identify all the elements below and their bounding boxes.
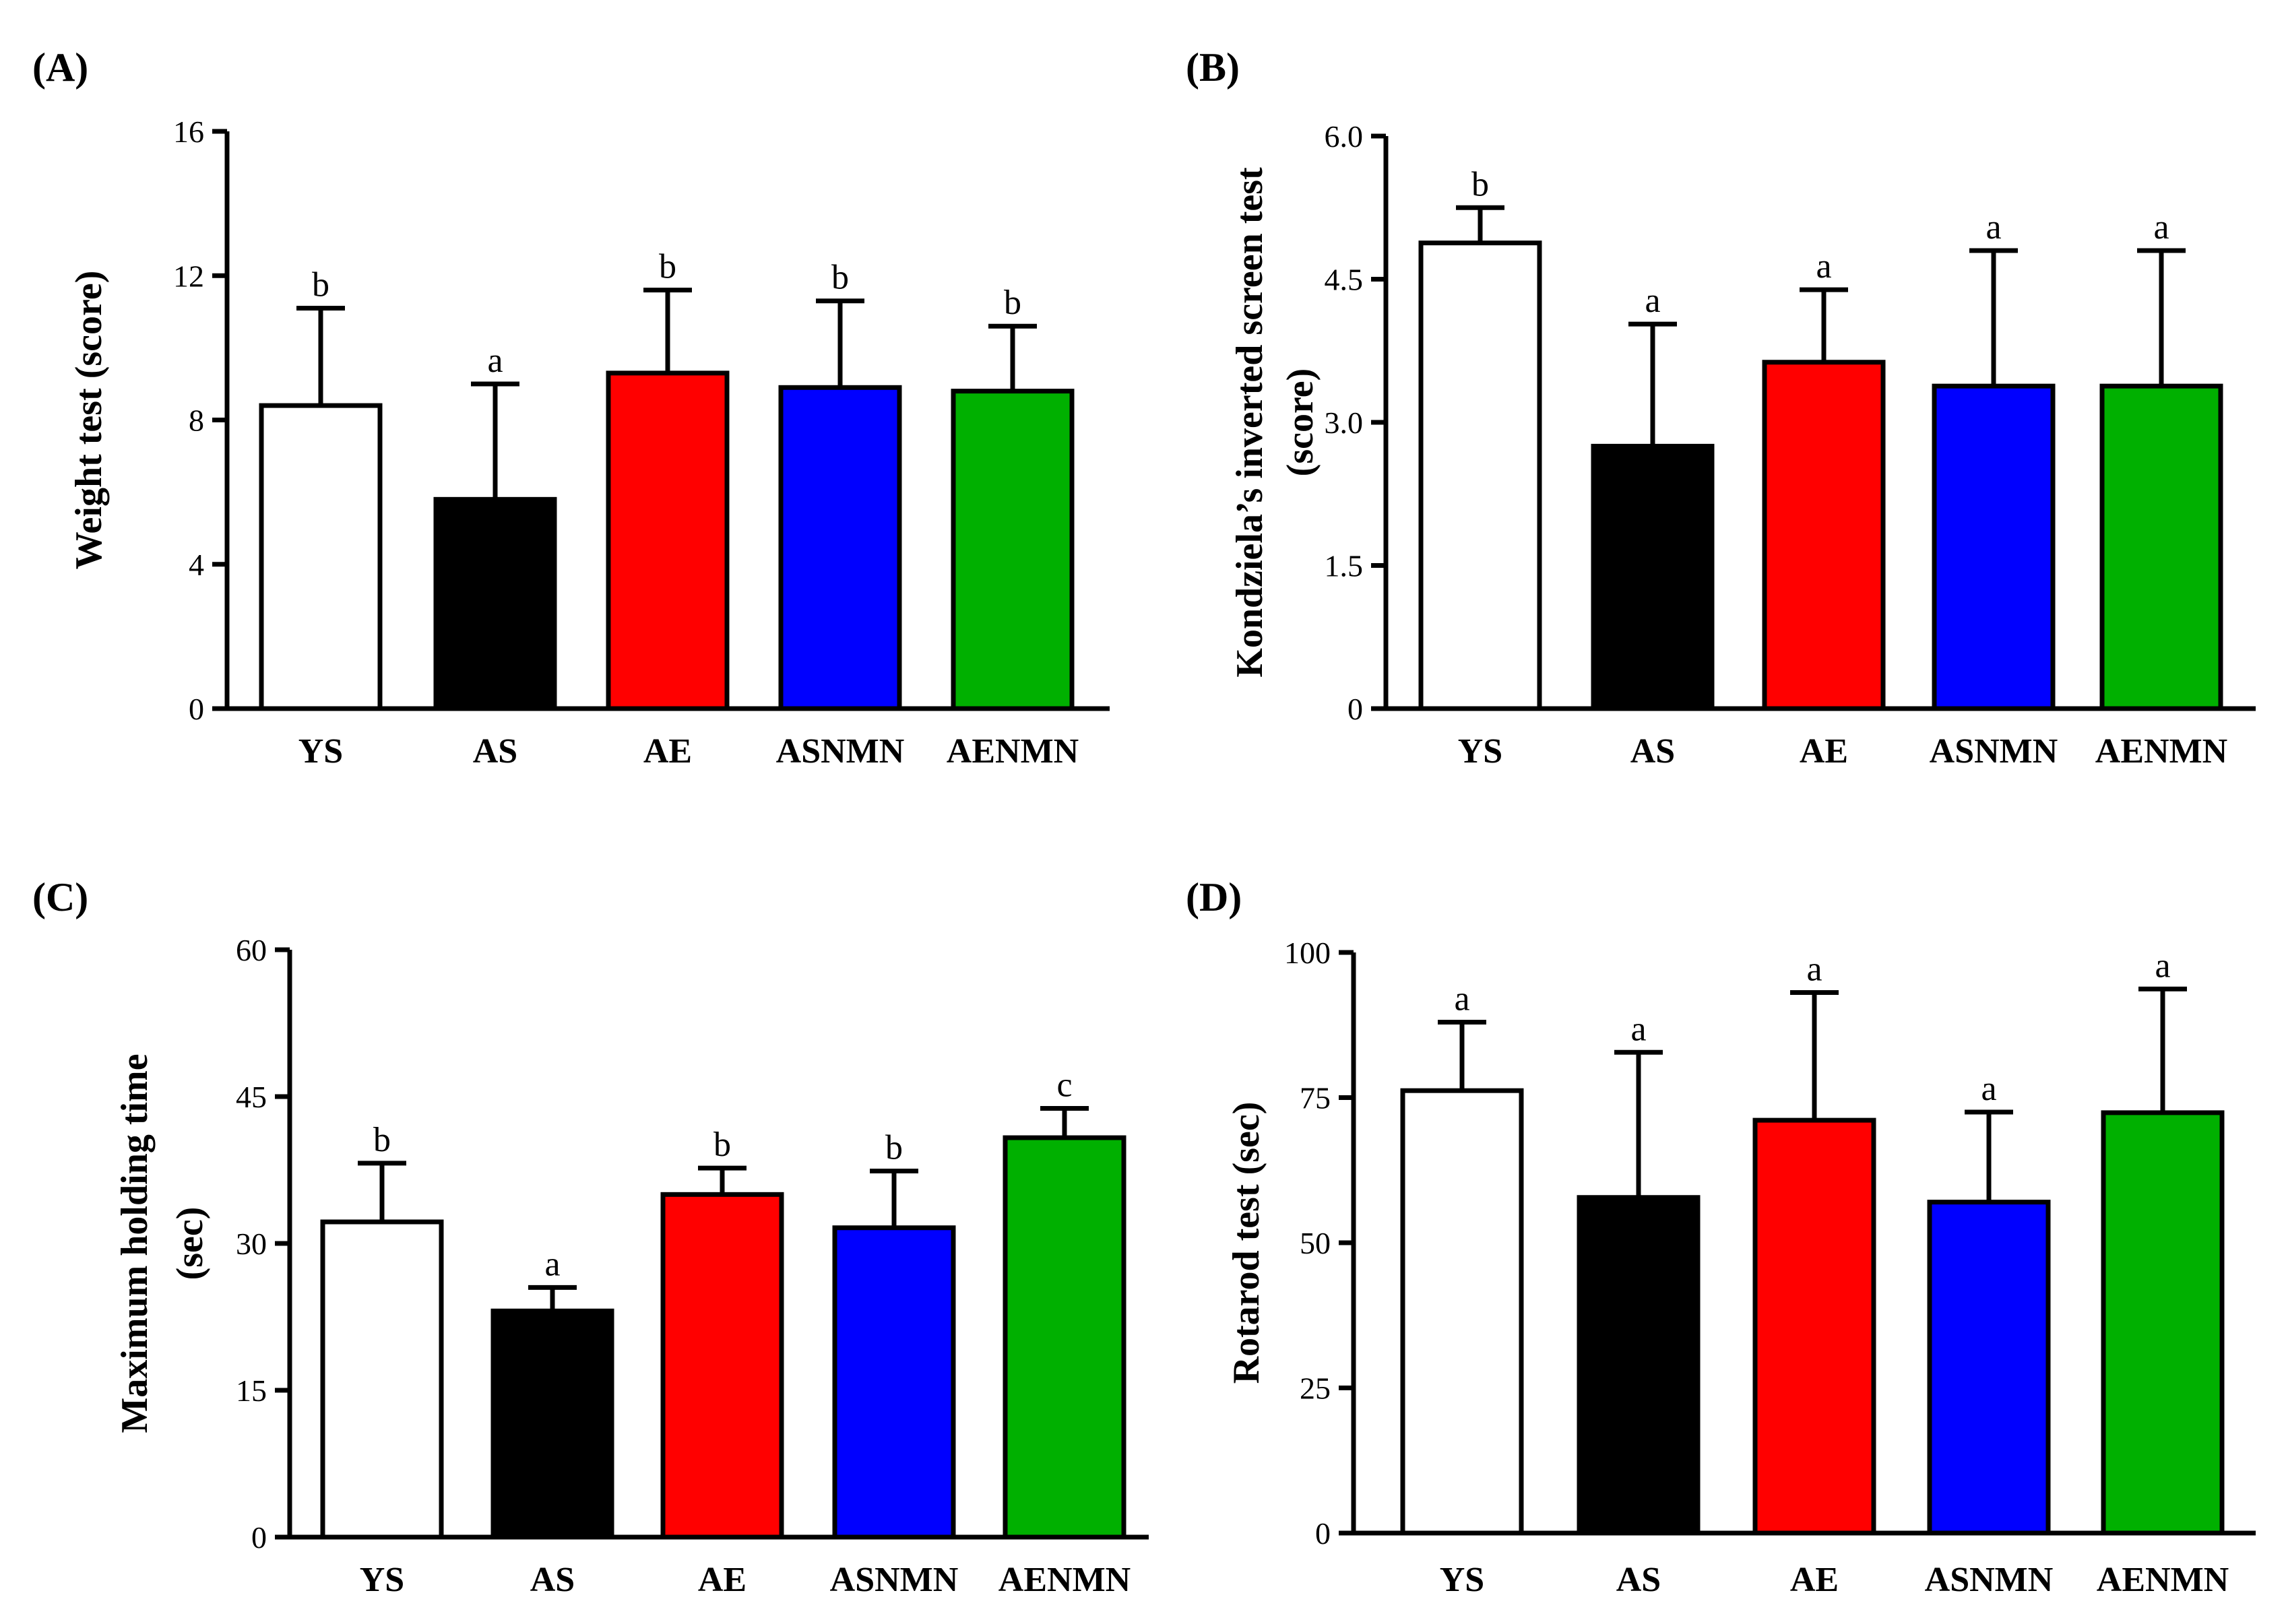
panel-d-bar-asnmn [1927,1200,2051,1536]
panel-d-y-tick-label: 50 [1300,1226,1331,1260]
panel-c-category-label: AS [530,1561,575,1599]
panel-a-category-label: AENMN [947,732,1079,771]
panel-c-bar-ae [660,1192,784,1540]
panel-a-y-tick-label: 4 [189,548,204,582]
panel-a-category-label: AE [643,732,692,771]
panel-a-bar-ys [259,403,383,711]
panel-d-y-tick-label: 0 [1315,1516,1331,1551]
panel-b-category-label: AS [1630,732,1675,771]
panel-d-bar-as [1577,1195,1701,1536]
panel-a-bar-asnmn [778,385,902,711]
panel-d-label: (D) [1186,875,1242,919]
panel-d-category-label: AENMN [2097,1561,2229,1599]
panel-a-category-label: YS [298,732,343,771]
panel-c-significance-label: c [1056,1066,1072,1104]
panel-c-significance-label: b [885,1128,903,1167]
panel-c-y-tick-label: 0 [251,1520,267,1555]
panel-a-label: (A) [32,45,88,90]
panel-c-bar-aenmn [1003,1135,1126,1540]
panel-c-y-tick-label: 60 [236,933,267,967]
panel-b-significance-label: b [1471,165,1489,203]
panel-a-bar-as [433,496,557,711]
panel-d-category-label: AE [1790,1561,1839,1599]
panel-c-bar-ys [320,1219,444,1540]
panel-b-label: (B) [1186,45,1240,90]
panel-b-bar-as [1591,443,1715,711]
panel-a-significance-label: b [831,259,849,297]
panel-a-category-label: ASNMN [776,732,905,771]
panel-c-category-label: AE [698,1561,747,1599]
panel-b: (B) 0 1.5 3.0 4.5 6.0 Kondziela’s inverted sc… [1186,45,2256,771]
panel-d-y-tick-label: 100 [1284,936,1331,970]
panel-c-y-tick-label: 45 [236,1080,267,1114]
panel-d-category-label: YS [1440,1561,1484,1599]
panel-a-significance-label: b [659,248,676,286]
panel-a-bar-aenmn [951,389,1075,711]
panel-c: (C) 0 15 30 45 60 Maximum holding time (sec) b Y… [32,875,1149,1599]
panel-b-bar-ae [1762,360,1886,711]
panel-c-significance-label: b [713,1126,731,1164]
panel-d-category-label: ASNMN [1925,1561,2054,1599]
panel-d-bar-aenmn [2101,1110,2225,1536]
panel-a-significance-label: a [487,342,503,380]
panel-a-y-axis-label: Weight test (score) [68,271,110,570]
panel-d-significance-label: a [1806,950,1822,988]
panel-d-y-tick-label: 75 [1300,1081,1331,1115]
panel-b-significance-label: a [1645,282,1660,320]
panel-a-y-tick-label: 16 [173,115,204,149]
panel-b-y-tick-label: 0 [1347,692,1363,726]
panel-a-significance-label: b [312,265,329,304]
panel-c-bar-as [490,1308,614,1540]
panel-d-y-axis-label: Rotarod test (sec) [1226,1102,1267,1384]
panel-b-significance-label: a [2153,208,2169,247]
panel-b-y-axis-label: Kondziela’s inverted screen test [1229,167,1271,678]
panel-b-y-axis-label: (score) [1279,368,1321,477]
panel-d-significance-label: a [2155,946,2170,985]
panel-a-significance-label: b [1004,284,1021,322]
panel-b-category-label: AE [1800,732,1848,771]
panel-c-category-label: AENMN [998,1561,1131,1599]
panel-b-category-label: ASNMN [1930,732,2058,771]
panel-d-significance-label: a [1630,1010,1646,1048]
panel-c-category-label: YS [360,1561,404,1599]
panel-d-significance-label: a [1981,1070,1996,1108]
panel-b-bar-ys [1418,240,1542,711]
panel-b-category-label: YS [1458,732,1502,771]
panel-a-y-tick-label: 12 [173,259,204,293]
panel-b-y-tick-label: 4.5 [1325,263,1364,297]
panel-d-y-tick-label: 25 [1300,1371,1331,1406]
panel-a: (A) 0 4 8 12 16 Weight test (score) b YS a AS b AE b… [32,45,1110,771]
panel-c-significance-label: a [544,1245,560,1283]
panel-b-y-tick-label: 3.0 [1325,405,1364,440]
panel-a-bar-ae [606,370,730,711]
panel-c-category-label: ASNMN [830,1561,959,1599]
panel-c-y-tick-label: 30 [236,1227,267,1261]
panel-d-significance-label: a [1454,979,1469,1018]
panel-c-y-axis-label: (sec) [169,1207,211,1280]
panel-b-y-tick-label: 6.0 [1325,119,1364,154]
panel-c-label: (C) [32,875,88,919]
panel-a-y-tick-label: 8 [189,403,204,438]
panel-d-bar-ae [1752,1117,1876,1536]
panel-a-y-tick-label: 0 [189,692,204,726]
panel-d-category-label: AS [1616,1561,1661,1599]
panel-b-y-tick-label: 1.5 [1325,549,1364,583]
panel-a-category-label: AS [473,732,517,771]
panel-d: (D) 0 25 50 75 100 Rotarod test (sec) a YS a AS a A… [1186,875,2256,1599]
panel-d-bar-ys [1400,1088,1524,1536]
panel-b-significance-label: a [1986,208,2001,247]
panel-b-significance-label: a [1816,247,1831,286]
panel-c-y-tick-label: 15 [236,1373,267,1408]
panel-b-bar-asnmn [1932,383,2056,711]
panel-b-bar-aenmn [2099,383,2223,711]
panel-c-significance-label: b [373,1121,391,1159]
panel-b-category-label: AENMN [2095,732,2227,771]
panel-c-y-axis-label: Maximum holding time [114,1053,156,1433]
panel-c-bar-asnmn [832,1225,956,1540]
